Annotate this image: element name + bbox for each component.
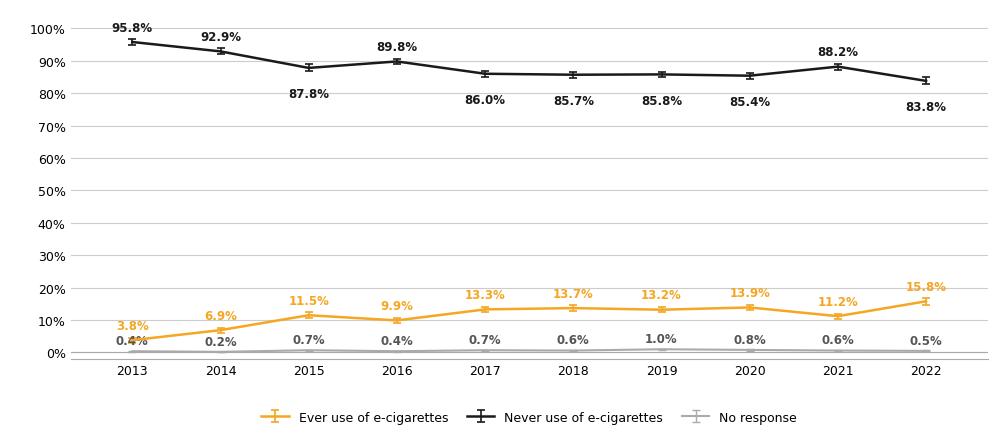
Text: 85.7%: 85.7% <box>552 95 594 108</box>
Text: 13.2%: 13.2% <box>641 289 681 302</box>
Text: 3.8%: 3.8% <box>116 319 148 332</box>
Text: 0.6%: 0.6% <box>822 334 854 346</box>
Text: 15.8%: 15.8% <box>905 280 947 293</box>
Text: 85.8%: 85.8% <box>641 95 682 108</box>
Text: 9.9%: 9.9% <box>380 300 413 312</box>
Text: 0.5%: 0.5% <box>910 334 942 347</box>
Text: 13.7%: 13.7% <box>553 287 594 300</box>
Text: 92.9%: 92.9% <box>200 31 241 44</box>
Legend: Ever use of e-cigarettes, Never use of e-cigarettes, No response: Ever use of e-cigarettes, Never use of e… <box>256 406 802 429</box>
Text: 0.6%: 0.6% <box>557 334 590 346</box>
Text: 13.3%: 13.3% <box>465 288 505 301</box>
Text: 11.2%: 11.2% <box>817 295 858 308</box>
Text: 95.8%: 95.8% <box>112 21 153 35</box>
Text: 13.9%: 13.9% <box>729 286 770 300</box>
Text: 0.7%: 0.7% <box>292 333 325 346</box>
Text: 0.4%: 0.4% <box>116 334 148 347</box>
Text: 85.4%: 85.4% <box>729 96 770 109</box>
Text: 83.8%: 83.8% <box>905 101 947 114</box>
Text: 11.5%: 11.5% <box>288 294 330 307</box>
Text: 86.0%: 86.0% <box>465 94 506 107</box>
Text: 1.0%: 1.0% <box>645 332 677 345</box>
Text: 0.7%: 0.7% <box>469 333 501 346</box>
Text: 6.9%: 6.9% <box>204 309 237 322</box>
Text: 0.4%: 0.4% <box>381 334 413 347</box>
Text: 87.8%: 87.8% <box>288 88 330 101</box>
Text: 89.8%: 89.8% <box>376 41 417 54</box>
Text: 88.2%: 88.2% <box>817 46 859 59</box>
Text: 0.8%: 0.8% <box>734 333 766 346</box>
Text: 0.2%: 0.2% <box>205 335 237 348</box>
